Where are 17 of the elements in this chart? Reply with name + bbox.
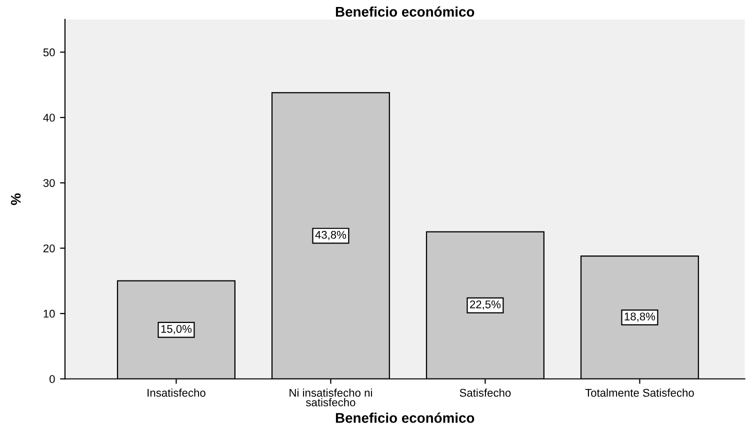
data-label: 18,8%	[624, 312, 656, 322]
y-tick-label: 50	[43, 48, 55, 56]
x-axis-title: Beneficio económico	[336, 412, 474, 423]
data-label: 22,5%	[470, 300, 501, 310]
x-tick-label: Ni insatisfecho ni satisfecho	[290, 388, 372, 406]
y-tick-label: 10	[44, 310, 55, 318]
y-tick-label: 20	[43, 244, 55, 252]
y-tick-label: 0	[50, 375, 55, 384]
y-axis-title: %	[10, 193, 21, 206]
x-tick-label: Totalmente Satisfecho	[585, 388, 694, 397]
data-label: 15,0%	[161, 324, 192, 334]
y-tick-label: 30	[43, 179, 55, 187]
x-tick-label: Insatisfecho	[148, 388, 206, 397]
y-tick-label: 40	[43, 114, 55, 122]
data-label: 43,8%	[315, 230, 346, 240]
x-tick-label: Satisfecho	[460, 388, 511, 397]
chart-title: Beneficio económico	[336, 6, 474, 17]
